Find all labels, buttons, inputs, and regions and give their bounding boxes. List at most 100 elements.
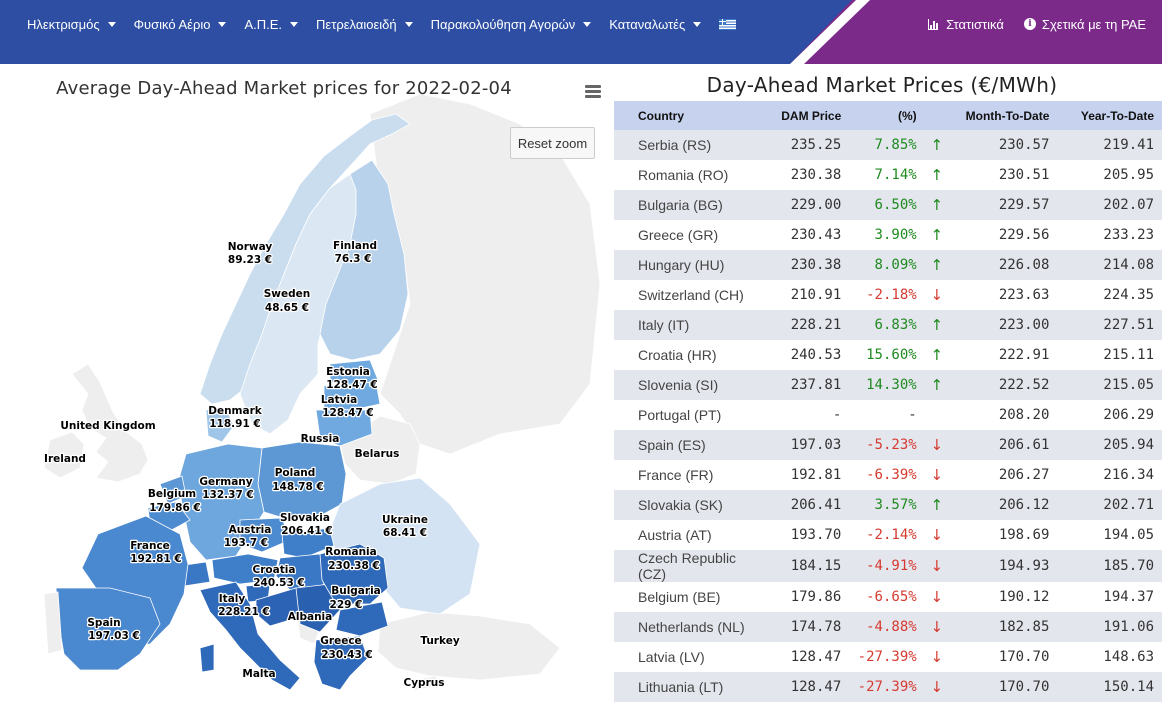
- header-country[interactable]: Country: [614, 101, 773, 130]
- cell-ytd: 233.23: [1057, 220, 1162, 250]
- map-region-bulgaria[interactable]: [335, 601, 389, 637]
- table-row: Slovenia (SI) 237.81 14.30% ↑ 222.52 215.05: [614, 370, 1162, 400]
- map-region-czech[interactable]: [239, 517, 291, 553]
- cell-mtd: 170.70: [948, 672, 1058, 702]
- bar-chart-icon: [928, 18, 939, 30]
- about-label: Σχετικά με τη ΡΑΕ: [1041, 16, 1146, 32]
- europe-price-map[interactable]: Norway 89.23 € Finland 76.3 € Sweden 48.…: [0, 64, 604, 704]
- map-region-ireland[interactable]: [43, 431, 85, 479]
- arrow-down-icon: ↓: [924, 550, 949, 582]
- map-value-denmark: 118.91 €: [209, 418, 260, 430]
- menu-natural-gas[interactable]: Φυσικό Αέριο: [125, 17, 236, 32]
- cell-dam-price: 206.41: [772, 490, 850, 520]
- menu-electricity[interactable]: Ηλεκτρισμός: [18, 17, 125, 32]
- cell-ytd: 148.63: [1057, 642, 1162, 672]
- map-region-romania[interactable]: [319, 543, 389, 605]
- menu-res[interactable]: Α.Π.Ε.: [235, 17, 307, 32]
- map-region-slovakia[interactable]: [281, 527, 339, 559]
- map-label-belgium: Belgium: [148, 488, 196, 500]
- map-title: Average Day-Ahead Market prices for 2022…: [56, 78, 512, 99]
- cell-pct: 14.30%: [849, 370, 925, 400]
- map-label-belarus: Belarus: [355, 448, 400, 460]
- reset-zoom-button[interactable]: Reset zoom: [510, 127, 595, 159]
- table-row: Spain (ES) 197.03 -5.23% ↓ 206.61 205.94: [614, 430, 1162, 460]
- cell-country: Portugal (PT): [614, 400, 773, 430]
- map-region-cyprus[interactable]: [411, 675, 441, 691]
- map-region-uk[interactable]: [71, 363, 149, 483]
- map-label-latvia: Latvia: [321, 394, 357, 406]
- about-link[interactable]: i Σχετικά με τη ΡΑΕ: [1014, 17, 1162, 32]
- menu-petroleum[interactable]: Πετρελαιοειδή: [307, 17, 422, 32]
- cell-mtd: 194.93: [948, 550, 1058, 582]
- map-region-turkey[interactable]: [377, 611, 561, 681]
- cell-mtd: 208.20: [948, 400, 1058, 430]
- menu-market-monitoring[interactable]: Παρακολούθηση Αγορών: [422, 17, 601, 32]
- table-row: Hungary (HU) 230.38 8.09% ↑ 226.08 214.08: [614, 250, 1162, 280]
- map-region-netherlands[interactable]: [159, 475, 187, 505]
- map-value-latvia: 128.47 €: [322, 407, 373, 419]
- price-table: Country DAM Price (%) Month-To-Date Year…: [614, 101, 1162, 702]
- arrow-down-icon: ↓: [924, 582, 949, 612]
- cell-ytd: 216.34: [1057, 460, 1162, 490]
- map-region-greece[interactable]: [313, 635, 369, 691]
- cell-dam-price: 240.53: [772, 340, 850, 370]
- map-label-albania: Albania: [288, 611, 333, 623]
- map-region-finland[interactable]: [319, 159, 409, 361]
- arrow-down-icon: ↓: [924, 612, 949, 642]
- map-region-sardinia[interactable]: [199, 643, 215, 673]
- cell-pct: -27.39%: [849, 642, 925, 672]
- map-label-turkey: Turkey: [420, 635, 459, 647]
- greek-flag-icon[interactable]: [719, 18, 737, 30]
- cell-pct: 3.90%: [849, 220, 925, 250]
- map-label-france: France: [130, 540, 170, 552]
- cell-pct: 7.14%: [849, 160, 925, 190]
- cell-dam-price: 128.47: [772, 672, 850, 702]
- map-region-denmark[interactable]: [205, 407, 235, 443]
- cell-mtd: 222.91: [948, 340, 1058, 370]
- arrow-down-icon: ↓: [924, 672, 949, 702]
- cell-country: Croatia (HR): [614, 340, 773, 370]
- map-value-bulgaria: 229 €: [330, 599, 363, 611]
- arrow-down-icon: ↓: [924, 460, 949, 490]
- cell-country: Serbia (RS): [614, 130, 773, 160]
- map-region-latvia[interactable]: [323, 381, 381, 411]
- map-region-lithuania[interactable]: [315, 409, 373, 447]
- table-row: Czech Republic (CZ) 184.15 -4.91% ↓ 194.93 18…: [614, 550, 1162, 582]
- price-map-panel: Norway 89.23 € Finland 76.3 € Sweden 48.…: [0, 64, 604, 704]
- map-value-austria: 193.7 €: [224, 537, 268, 549]
- menu-petroleum-label: Πετρελαιοειδή: [316, 16, 397, 32]
- cell-country: Slovakia (SK): [614, 490, 773, 520]
- cell-country: Greece (GR): [614, 220, 773, 250]
- map-region-portugal[interactable]: [43, 591, 63, 655]
- table-title: Day-Ahead Market Prices (€/MWh): [706, 73, 1058, 97]
- header-dam-price[interactable]: DAM Price: [772, 101, 850, 130]
- header-pct[interactable]: (%): [849, 101, 925, 130]
- cell-ytd: 202.07: [1057, 190, 1162, 220]
- table-row: Switzerland (CH) 210.91 -2.18% ↓ 223.63 224.3…: [614, 280, 1162, 310]
- cell-pct: -2.14%: [849, 520, 925, 550]
- header-ytd[interactable]: Year-To-Date: [1057, 101, 1162, 130]
- statistics-link[interactable]: Στατιστικά: [918, 17, 1014, 32]
- map-region-italy[interactable]: [199, 581, 301, 691]
- table-header-row: Country DAM Price (%) Month-To-Date Year…: [614, 101, 1162, 130]
- table-row: Austria (AT) 193.70 -2.14% ↓ 198.69 194.05: [614, 520, 1162, 550]
- map-label-malta: Malta: [242, 668, 275, 680]
- cell-mtd: 190.12: [948, 582, 1058, 612]
- header-mtd[interactable]: Month-To-Date: [948, 101, 1058, 130]
- chart-menu-icon[interactable]: [585, 85, 601, 98]
- cell-pct: -5.23%: [849, 430, 925, 460]
- menu-consumers[interactable]: Καταναλωτές: [600, 17, 710, 32]
- statistics-label: Στατιστικά: [946, 16, 1004, 32]
- map-label-cyprus: Cyprus: [404, 677, 445, 689]
- table-row: Romania (RO) 230.38 7.14% ↑ 230.51 205.95: [614, 160, 1162, 190]
- arrow-up-icon: ↑: [924, 370, 949, 400]
- arrow-down-icon: ↓: [924, 280, 949, 310]
- map-region-spain[interactable]: [55, 587, 161, 671]
- map-region-austria[interactable]: [211, 553, 279, 585]
- arrow-up-icon: ↑: [924, 340, 949, 370]
- map-value-finland: 76.3 €: [335, 253, 372, 265]
- table-row: Serbia (RS) 235.25 7.85% ↑ 230.57 219.41: [614, 130, 1162, 160]
- cell-dam-price: 184.15: [772, 550, 850, 582]
- map-value-germany: 132.37 €: [202, 489, 253, 501]
- map-label-italy: Italy: [219, 593, 246, 605]
